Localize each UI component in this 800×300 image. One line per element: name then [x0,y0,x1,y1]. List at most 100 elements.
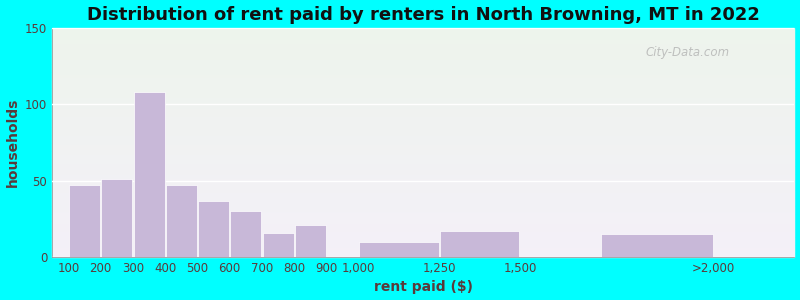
Bar [52,66,794,67]
Bar [52,221,794,223]
Bar [52,76,794,77]
Bar [52,97,794,98]
Bar [440,231,519,257]
Title: Distribution of rent paid by renters in North Browning, MT in 2022: Distribution of rent paid by renters in … [87,6,760,24]
Bar [52,209,794,210]
Bar [52,208,794,209]
Bar [52,250,794,251]
Bar [52,185,794,186]
Bar [52,248,794,249]
Y-axis label: households: households [6,98,19,187]
Bar [52,39,794,41]
Bar [52,162,794,163]
Bar [52,160,794,161]
Bar [52,145,794,146]
Bar [52,146,794,147]
Bar [52,106,794,107]
Bar [52,184,794,185]
Bar [52,69,794,70]
Bar [52,126,794,128]
Bar [52,129,794,130]
Bar [52,149,794,151]
Bar [52,42,794,43]
Bar [52,108,794,109]
Bar [52,100,794,101]
Bar [52,124,794,125]
Bar [52,59,794,60]
Bar [52,242,794,243]
Bar [52,115,794,116]
Bar [52,85,794,86]
Bar [52,246,794,247]
Bar [52,133,794,134]
Bar [52,148,794,149]
Bar [230,211,262,257]
Bar [52,63,794,64]
Bar [52,36,794,37]
Bar [52,144,794,145]
Bar [52,71,794,73]
Bar [262,232,294,257]
Bar [52,119,794,121]
Bar [52,77,794,78]
Bar [52,172,794,173]
Bar [52,107,794,108]
Bar [52,200,794,201]
Bar [52,241,794,242]
Bar [52,53,794,54]
Bar [52,110,794,112]
Bar [52,194,794,195]
Bar [52,54,794,56]
Bar [52,152,794,153]
Bar [52,223,794,224]
Bar [52,167,794,168]
Bar [52,103,794,105]
Bar [52,125,794,126]
Bar [52,161,794,162]
Bar [52,171,794,172]
Bar [52,105,794,106]
Bar [52,98,794,99]
Bar [52,34,794,35]
Bar [52,163,794,164]
Bar [52,158,794,160]
Bar [52,123,794,124]
Bar [52,179,794,180]
Bar [52,168,794,169]
Bar [52,199,794,200]
Bar [52,58,794,59]
Bar [52,175,794,176]
Bar [52,218,794,219]
Bar [52,210,794,211]
Bar [52,247,794,248]
Bar [52,252,794,253]
Bar [52,256,794,257]
Bar [52,211,794,212]
Bar [52,95,794,97]
Bar [52,176,794,177]
Bar [295,225,326,257]
Bar [52,201,794,202]
Bar [52,154,794,155]
Bar [52,156,794,158]
Bar [52,90,794,91]
Bar [52,236,794,238]
Bar [52,43,794,44]
Bar [52,49,794,50]
Bar [52,102,794,104]
Bar [52,147,794,148]
Bar [52,244,794,246]
Bar [52,141,794,142]
Bar [52,206,794,207]
Bar [52,60,794,61]
Bar [52,78,794,80]
Bar [52,151,794,152]
Bar [52,50,794,51]
Bar [52,113,794,114]
Bar [52,30,794,31]
Bar [52,81,794,82]
Bar [52,40,794,42]
Bar [52,212,794,214]
Bar [52,231,794,232]
Bar [52,62,794,63]
